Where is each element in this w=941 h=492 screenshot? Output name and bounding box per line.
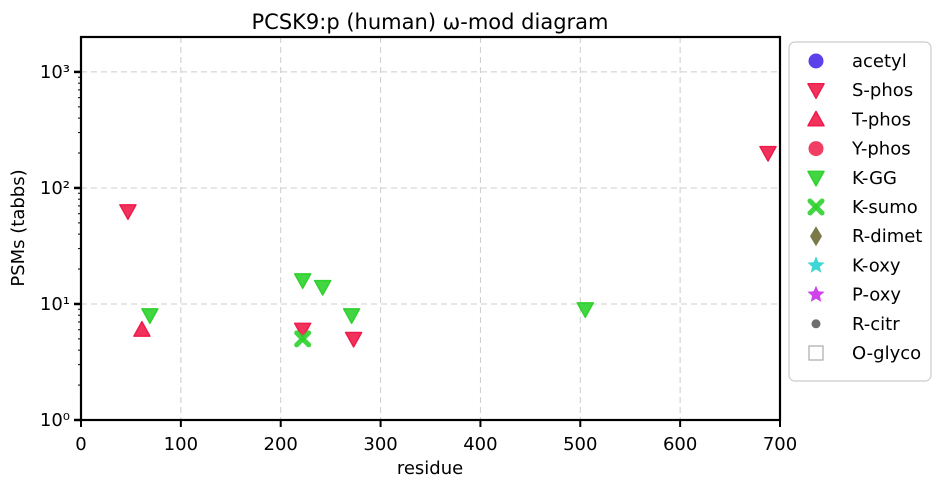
legend-label: K-sumo xyxy=(852,197,918,218)
legend-marker-p-oxy xyxy=(807,285,825,302)
legend-label: O-glyco xyxy=(852,343,921,364)
data-point-k-gg xyxy=(576,302,595,319)
data-point-s-phos xyxy=(759,145,777,162)
data-points xyxy=(119,145,777,348)
legend-marker-k-sumo xyxy=(807,198,825,216)
legend: acetyl S-phos T-phos Y-phos K-GG K-sumo R-dime… xyxy=(788,41,932,382)
data-point-k-gg xyxy=(313,279,332,296)
legend-marker-acetyl xyxy=(808,53,824,69)
legend-marker-k-gg xyxy=(807,170,825,187)
legend-label: R-dimet xyxy=(852,226,922,247)
legend-box xyxy=(788,41,932,382)
legend-marker-r-citr xyxy=(811,319,821,329)
x-tick-label: 500 xyxy=(563,434,597,455)
legend-label: K-GG xyxy=(852,168,897,189)
x-tick-label: 0 xyxy=(75,434,86,455)
data-point-k-sumo xyxy=(294,330,312,348)
chart-title: PCSK9:p (human) ω-mod diagram xyxy=(252,10,609,34)
y-tick-label: 10⁰ xyxy=(40,410,70,431)
data-point-k-gg xyxy=(293,273,312,290)
x-marker-stroke xyxy=(807,198,825,216)
legend-label: R-citr xyxy=(852,314,900,335)
legend-label: Y-phos xyxy=(851,139,911,160)
plot-frame xyxy=(79,35,782,422)
legend-label: T-phos xyxy=(851,109,911,130)
x-tick-label: 100 xyxy=(164,434,198,455)
y-axis-ticks: 10⁰ 10¹ 10² 10³ xyxy=(40,62,81,431)
legend-label: P-oxy xyxy=(852,285,901,306)
x-tick-label: 600 xyxy=(663,434,697,455)
legend-label: K-oxy xyxy=(852,255,901,276)
legend-marker-r-dimet xyxy=(810,226,822,247)
legend-marker-o-glyco xyxy=(808,345,824,361)
data-point-t-phos xyxy=(133,320,151,337)
data-point-k-gg xyxy=(342,308,361,324)
x-tick-label: 200 xyxy=(264,434,298,455)
legend-marker-t-phos xyxy=(807,110,825,127)
y-tick-label: 10² xyxy=(40,178,70,199)
y-tick-label: 10¹ xyxy=(40,294,70,315)
data-point-s-phos xyxy=(344,331,363,348)
y-tick-label: 10³ xyxy=(40,62,70,83)
legend-label: acetyl xyxy=(852,51,907,72)
data-point-k-gg xyxy=(141,308,159,324)
legend-marker-s-phos xyxy=(807,83,825,99)
x-tick-label: 300 xyxy=(363,434,397,455)
x-axis-ticks: 0 100 200 300 400 500 600 700 xyxy=(75,420,797,455)
data-point-s-phos xyxy=(293,322,312,339)
legend-marker-y-phos xyxy=(808,141,824,157)
x-tick-label: 400 xyxy=(463,434,497,455)
legend-marker-k-oxy xyxy=(807,256,825,273)
x-marker-stroke xyxy=(294,330,312,348)
x-axis-label: residue xyxy=(397,458,463,479)
x-tick-label: 700 xyxy=(763,434,797,455)
data-point-s-phos xyxy=(119,204,137,220)
gridlines xyxy=(80,37,781,421)
y-axis-label: PSMs (tabbs) xyxy=(8,169,29,286)
legend-label: S-phos xyxy=(852,80,913,101)
